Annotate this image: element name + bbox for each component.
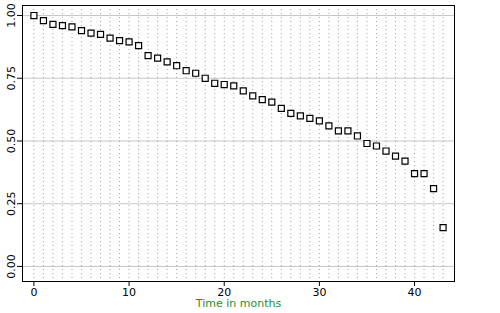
svg-text:40: 40 (408, 286, 422, 299)
svg-text:0.50: 0.50 (5, 129, 18, 154)
svg-text:0.75: 0.75 (5, 66, 18, 91)
svg-text:30: 30 (312, 286, 326, 299)
svg-text:20: 20 (217, 286, 232, 300)
svg-text:1.00: 1.00 (5, 3, 18, 28)
svg-text:0: 0 (30, 286, 37, 299)
svg-text:Time in months: Time in months (195, 297, 282, 310)
svg-text:10: 10 (122, 286, 136, 299)
svg-text:0.00: 0.00 (5, 254, 18, 279)
svg-text:0.25: 0.25 (5, 191, 18, 216)
